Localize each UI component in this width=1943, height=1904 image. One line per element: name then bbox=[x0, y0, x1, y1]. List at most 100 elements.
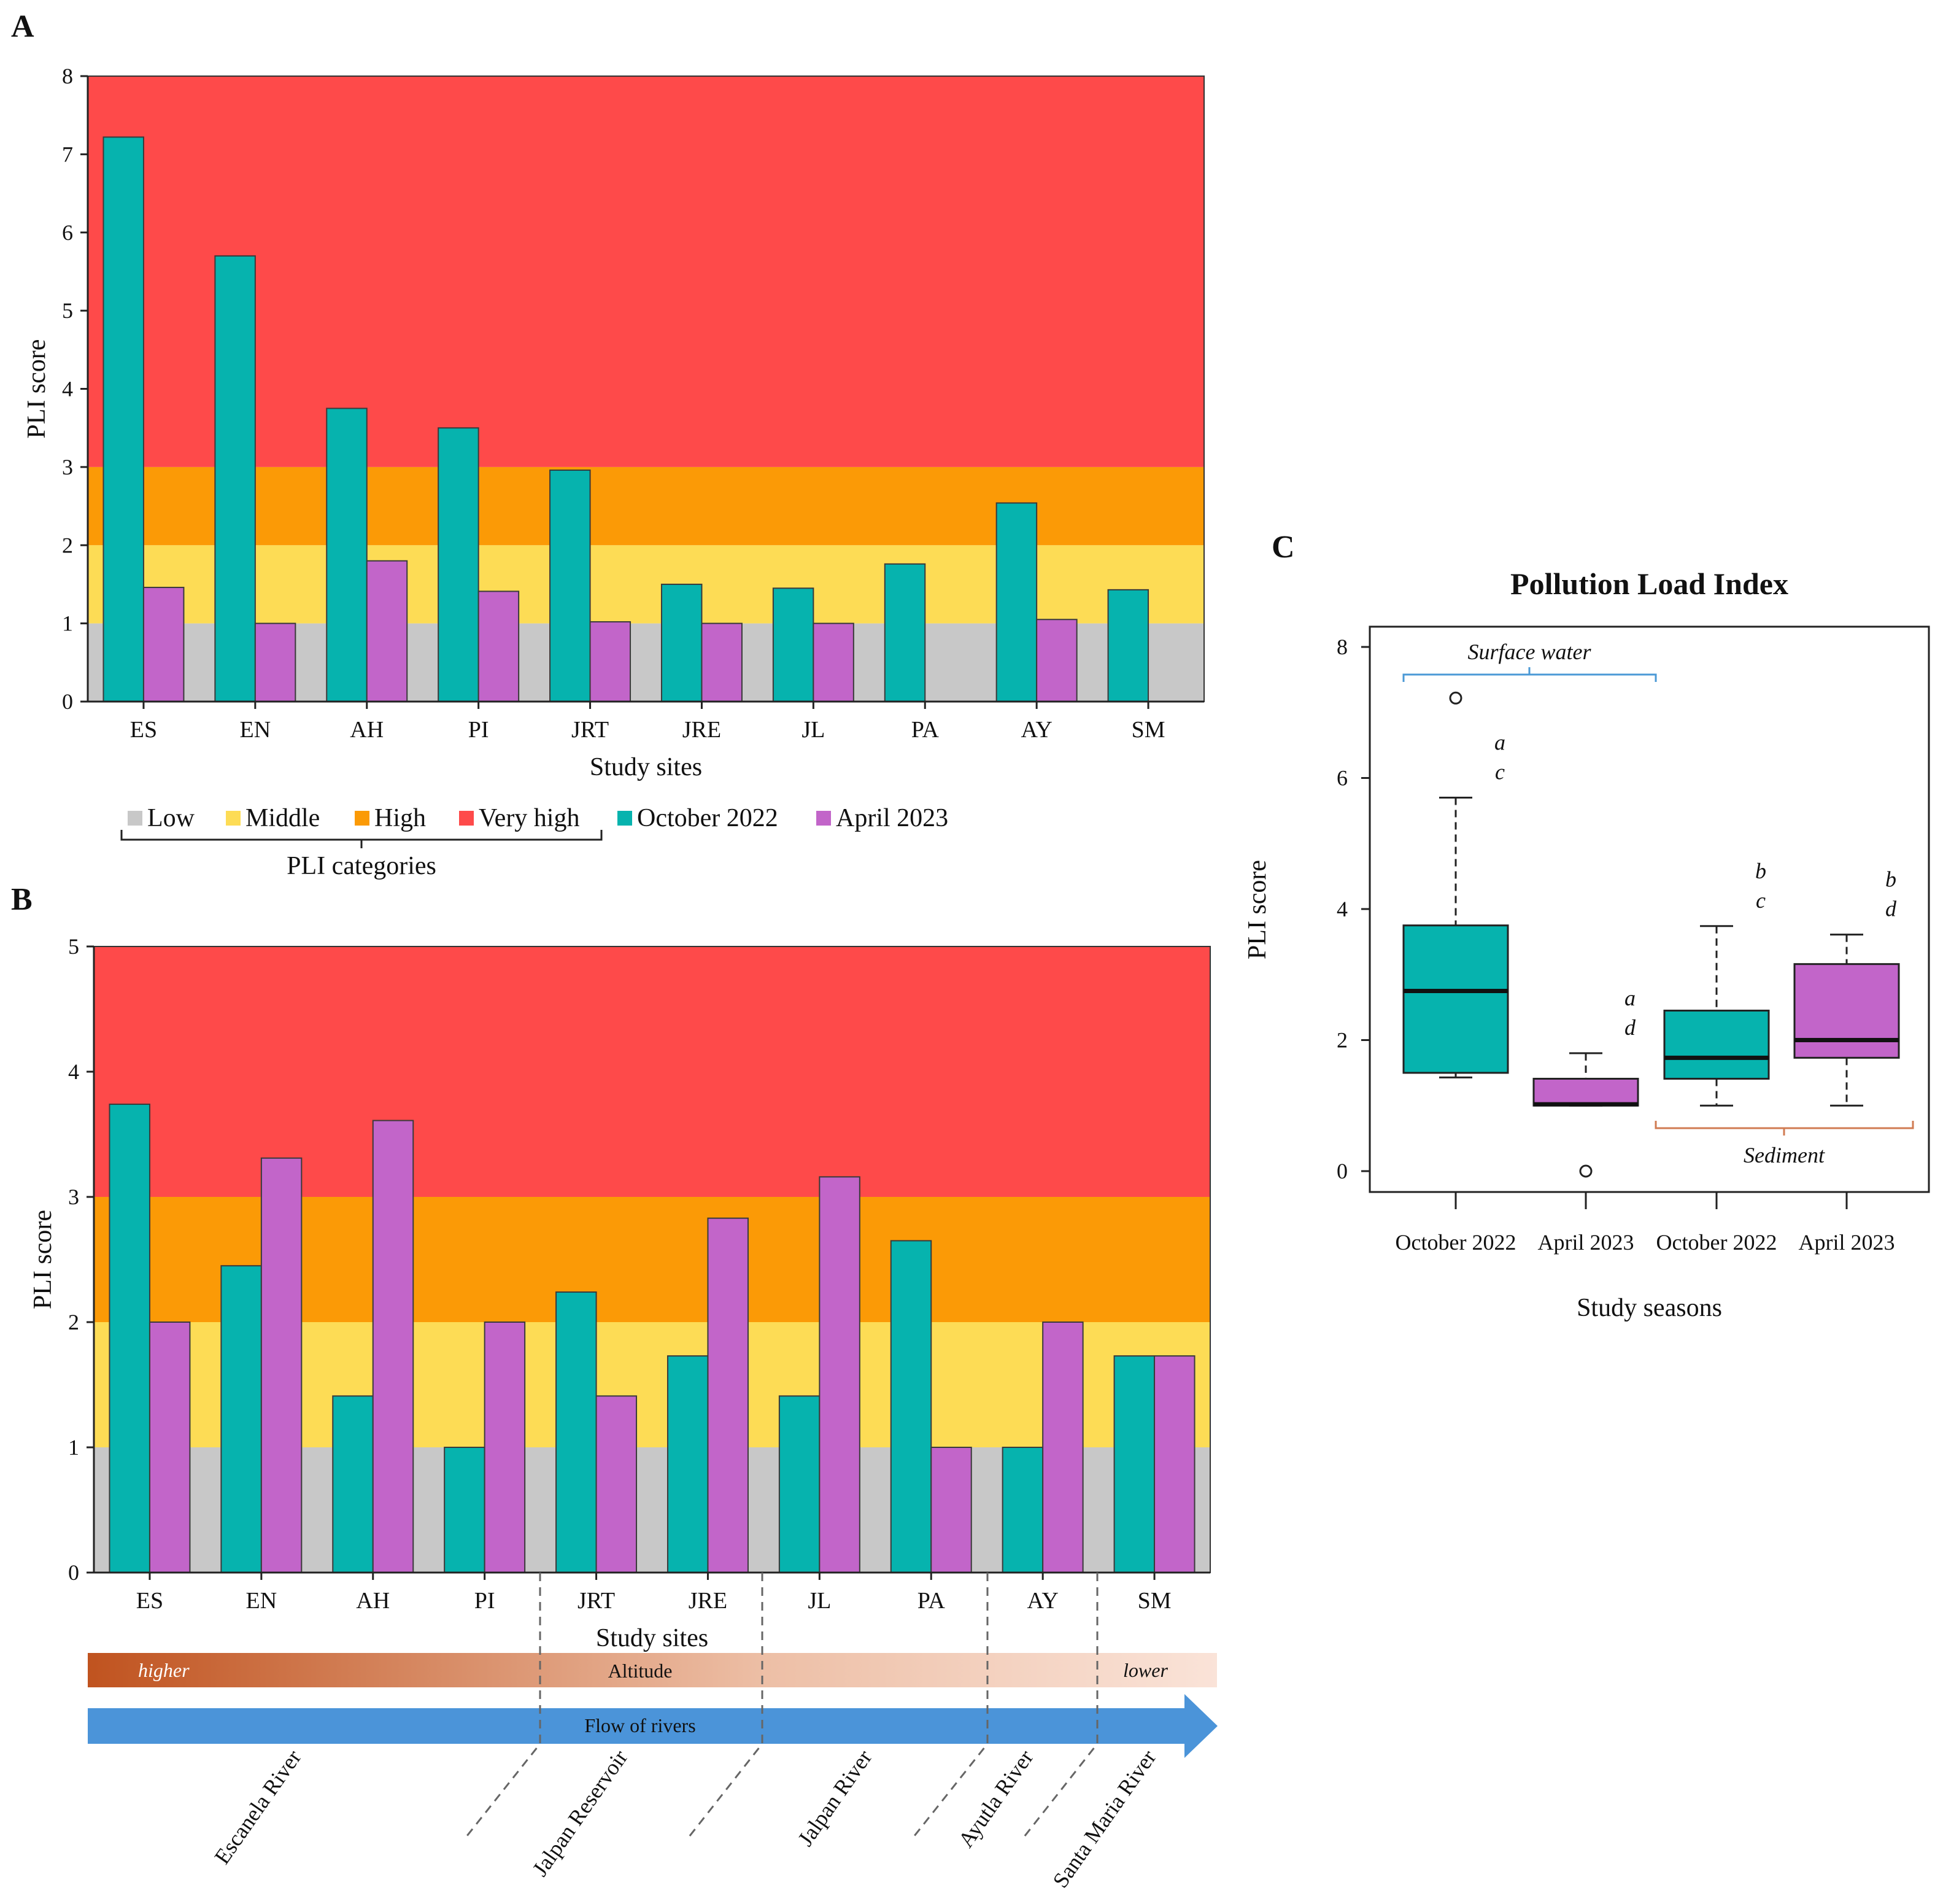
separator-line bbox=[463, 1573, 541, 1840]
x-tick-label: PA bbox=[917, 1588, 946, 1614]
bar-april-2023-sm bbox=[1154, 1355, 1196, 1574]
bar-october-2022-jl bbox=[772, 587, 814, 703]
bar-october-2022-en bbox=[220, 1265, 262, 1573]
bar-october-2022-jrt bbox=[555, 1291, 597, 1574]
x-tick-label: JRE bbox=[689, 1588, 727, 1614]
x-axis-title: Study seasons bbox=[1577, 1294, 1722, 1322]
y-tick-label: 5 bbox=[62, 298, 73, 323]
box bbox=[1793, 963, 1900, 1059]
sediment-label: Sediment bbox=[1744, 1143, 1825, 1167]
bar-april-2023-es bbox=[149, 1322, 191, 1573]
x-tick-label: JRE bbox=[682, 717, 721, 743]
bar-october-2022-pi bbox=[438, 427, 479, 702]
pli-band-very-high bbox=[88, 76, 1204, 467]
x-tick-label: PI bbox=[468, 717, 489, 743]
bar-october-2022-sm bbox=[1113, 1355, 1156, 1574]
bar-april-2023-pi bbox=[477, 590, 520, 702]
x-tick-label: April 2023 bbox=[1799, 1230, 1895, 1255]
x-tick-label: AY bbox=[1027, 1588, 1058, 1614]
river-labels: Escanela River Jalpan Reservoir Jalpan R… bbox=[209, 1746, 1161, 1892]
legend-october-label: October 2022 bbox=[637, 804, 778, 832]
flow-label: Flow of rivers bbox=[584, 1714, 695, 1736]
x-tick-label: October 2022 bbox=[1396, 1230, 1516, 1255]
y-tick-label: 3 bbox=[68, 1185, 79, 1209]
significance-letter: a bbox=[1624, 986, 1636, 1010]
bar-april-2023-jl bbox=[819, 1176, 860, 1573]
box bbox=[1663, 1009, 1770, 1080]
chart-title: Pollution Load Index bbox=[1510, 567, 1788, 601]
y-axis-title: PLI score bbox=[29, 1210, 57, 1309]
altitude-gradient bbox=[88, 1653, 1217, 1687]
x-tick-label: October 2022 bbox=[1656, 1230, 1777, 1255]
flow-arrow-shape bbox=[88, 1694, 1218, 1758]
surface-water-label: Surface water bbox=[1468, 640, 1592, 664]
altitude-lower-label: lower bbox=[1123, 1659, 1168, 1681]
bar-october-2022-sm bbox=[1107, 589, 1149, 703]
separator-line bbox=[1021, 1573, 1099, 1840]
river-label: Jalpan River bbox=[793, 1746, 877, 1851]
x-tick-label: AH bbox=[356, 1588, 390, 1614]
significance-letter: b bbox=[1755, 859, 1766, 883]
x-tick-label: JL bbox=[802, 717, 825, 743]
x-tick-label: PA bbox=[911, 717, 940, 743]
bar-october-2022-pa bbox=[890, 1240, 932, 1573]
y-tick-label: 0 bbox=[62, 689, 73, 714]
y-tick-label: 1 bbox=[68, 1435, 79, 1460]
bar-april-2023-jre bbox=[707, 1217, 749, 1574]
x-tick-label: EN bbox=[246, 1588, 277, 1614]
bar-april-2023-jrt bbox=[595, 1395, 638, 1574]
bar-april-2023-ay bbox=[1042, 1322, 1084, 1573]
y-tick-label: 4 bbox=[1337, 897, 1348, 921]
legend-categories-caption: PLI categories bbox=[287, 852, 436, 880]
y-tick-label: 3 bbox=[62, 455, 73, 479]
x-tick-label: ES bbox=[136, 1588, 163, 1614]
significance-letter: c bbox=[1495, 760, 1505, 784]
bar-april-2023-jrt bbox=[589, 621, 632, 703]
x-tick-label: SM bbox=[1138, 1588, 1172, 1614]
significance-letter: d bbox=[1885, 897, 1897, 921]
x-axis-title: Study sites bbox=[596, 1624, 708, 1652]
x-tick-label: April 2023 bbox=[1538, 1230, 1634, 1255]
altitude-higher-label: higher bbox=[138, 1659, 190, 1681]
legend-april-label: April 2023 bbox=[836, 804, 948, 832]
significance-letter: b bbox=[1885, 867, 1896, 892]
x-tick-label: JRT bbox=[577, 1588, 615, 1614]
bar-october-2022-pa bbox=[884, 563, 926, 702]
x-tick-label: PI bbox=[474, 1588, 495, 1614]
separator-line bbox=[686, 1573, 763, 1840]
x-tick-label: SM bbox=[1132, 717, 1165, 743]
river-label: Jalpan Reservoir bbox=[528, 1746, 633, 1881]
legend-categories-bracket bbox=[120, 830, 603, 848]
flow-arrow: Flow of rivers bbox=[88, 1694, 1218, 1758]
river-label: Santa Maria River bbox=[1048, 1746, 1161, 1892]
bar-april-2023-es bbox=[142, 587, 185, 702]
legend-swatch-high bbox=[355, 811, 369, 826]
bar-october-2022-ah bbox=[326, 408, 368, 702]
x-tick-label: ES bbox=[130, 717, 157, 743]
legend-swatch-april bbox=[816, 811, 831, 826]
bar-october-2022-jrt bbox=[549, 469, 591, 702]
bar-october-2022-ay bbox=[1002, 1447, 1044, 1573]
y-axis-title: PLI score bbox=[23, 339, 51, 438]
legend-swatch-october bbox=[617, 811, 632, 826]
sediment-bracket bbox=[1655, 1121, 1914, 1136]
y-tick-label: 4 bbox=[62, 377, 73, 401]
legend-middle-label: Middle bbox=[245, 804, 320, 832]
bar-october-2022-jre bbox=[666, 1355, 709, 1574]
legend: Low Middle High Very high October 2022 A… bbox=[120, 804, 948, 880]
box bbox=[1532, 1077, 1639, 1107]
y-tick-label: 0 bbox=[1337, 1159, 1348, 1183]
y-tick-label: 2 bbox=[68, 1310, 79, 1334]
bar-october-2022-jl bbox=[778, 1395, 821, 1574]
significance-letter: a bbox=[1494, 730, 1505, 755]
altitude-label: Altitude bbox=[608, 1660, 673, 1682]
bar-october-2022-es bbox=[102, 136, 144, 703]
panel-b-chart: 0 1 2 3 4 5 ES EN AH PI JRT JRE JL PA AY SM Study sites P… bbox=[29, 934, 1211, 1652]
plot-frame bbox=[1369, 625, 1930, 1193]
bar-october-2022-ay bbox=[995, 502, 1038, 703]
bar-april-2023-pa bbox=[930, 1447, 972, 1573]
legend-swatch-low bbox=[128, 811, 142, 826]
x-tick-label: JRT bbox=[571, 717, 609, 743]
separator-line bbox=[911, 1573, 989, 1840]
